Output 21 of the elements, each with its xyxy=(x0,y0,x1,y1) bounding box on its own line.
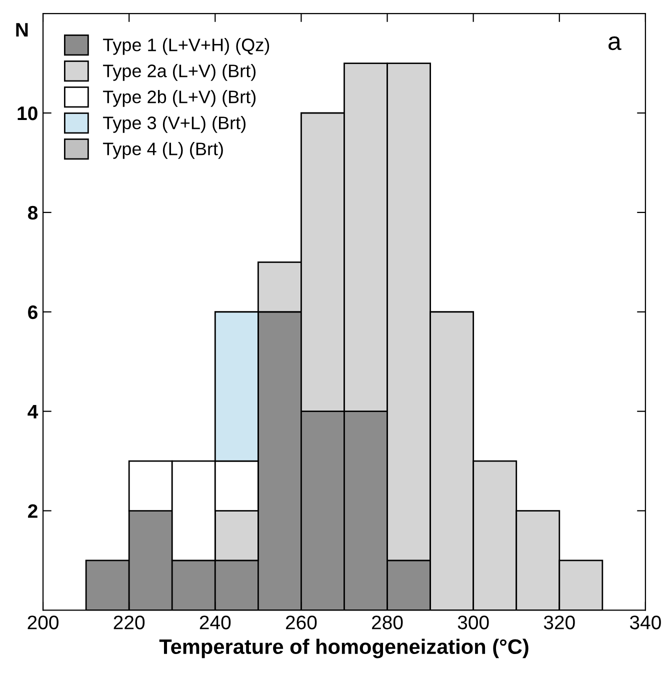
legend-label: Type 3 (V+L) (Brt) xyxy=(103,116,246,133)
x-tick-label: 340 xyxy=(630,616,661,630)
x-tick-label: 280 xyxy=(372,616,403,630)
y-tick-label: 8 xyxy=(28,206,38,220)
legend-label: Type 4 (L) (Brt) xyxy=(103,142,223,159)
x-tick-label: 200 xyxy=(28,616,58,630)
x-tick-label: 260 xyxy=(286,616,317,630)
y-tick-label: 4 xyxy=(28,404,38,418)
legend-label: Type 1 (L+V+H) (Qz) xyxy=(103,38,270,55)
x-tick-label: 300 xyxy=(458,616,489,630)
legend-label: Type 2b (L+V) (Brt) xyxy=(103,90,256,107)
y-axis-title: N xyxy=(16,23,28,36)
y-tick-label: 10 xyxy=(18,106,38,120)
x-tick-label: 240 xyxy=(200,616,231,630)
y-tick-label: 6 xyxy=(28,305,38,320)
x-tick-label: 220 xyxy=(114,616,145,630)
x-axis-title: Temperature of homogeneization (°C) xyxy=(159,638,528,658)
y-tick-label: 2 xyxy=(28,504,38,518)
legend-label: Type 2a (L+V) (Brt) xyxy=(103,64,256,81)
x-tick-label: 320 xyxy=(544,616,575,630)
annotation: a xyxy=(608,36,622,50)
